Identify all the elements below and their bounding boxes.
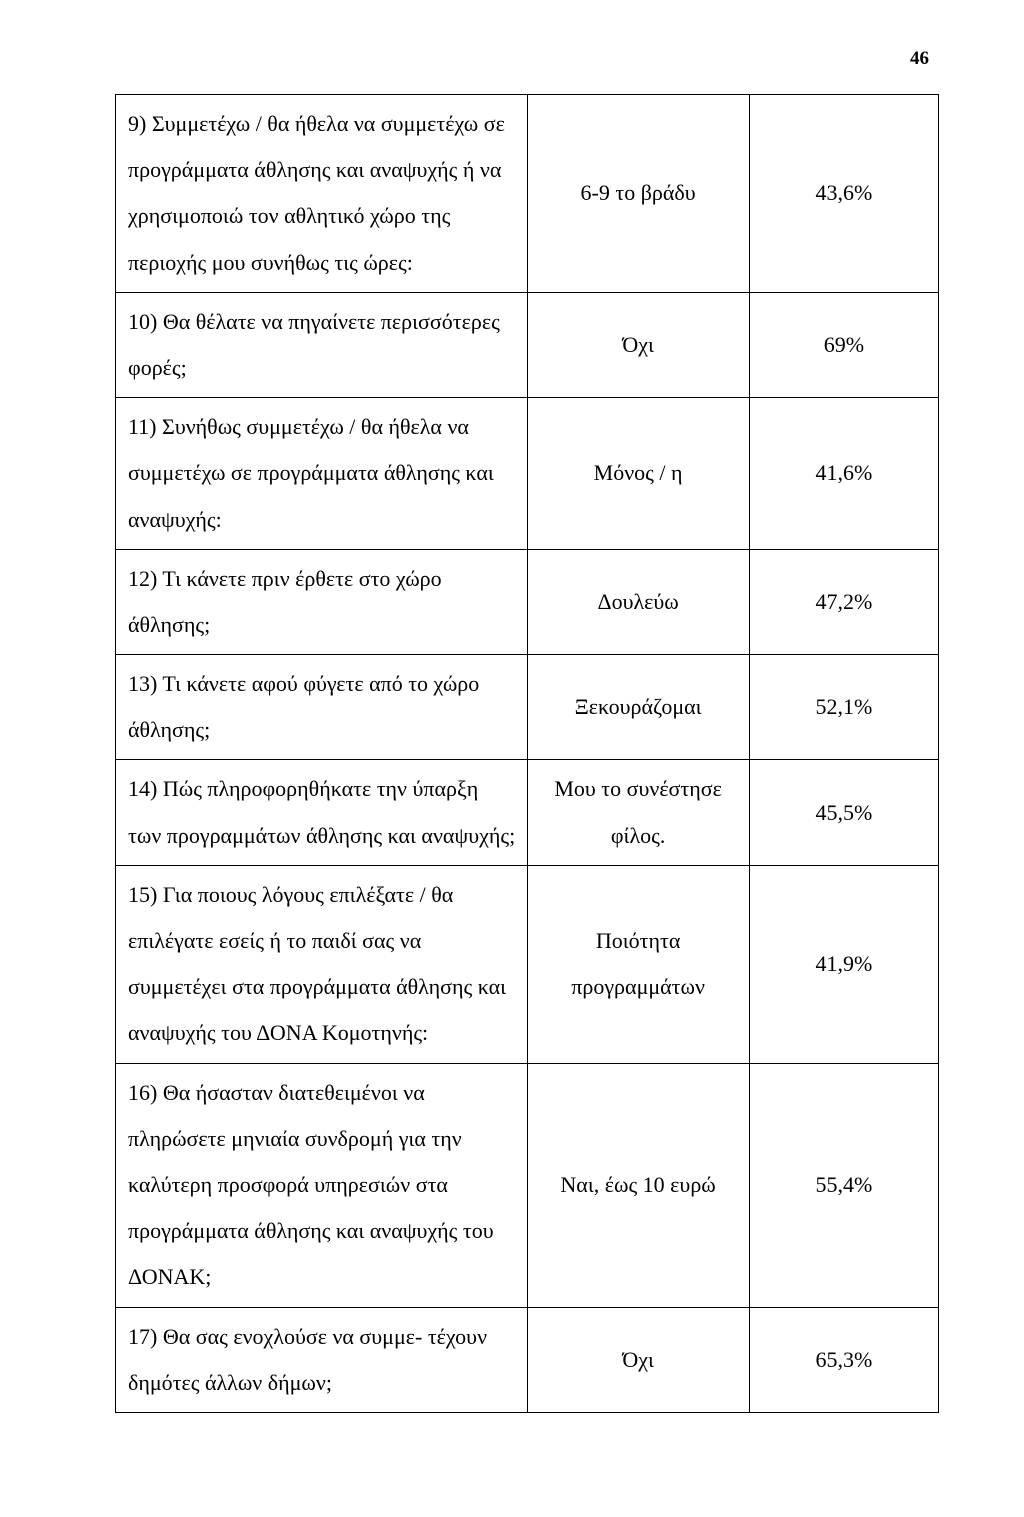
answer-cell: Δουλεύω: [527, 549, 749, 654]
question-cell: 16) Θα ήσασταν διατεθειμένοι να πληρώσετ…: [116, 1063, 528, 1307]
question-cell: 15) Για ποιους λόγους επιλέξατε / θα επι…: [116, 865, 528, 1063]
answer-cell: Όχι: [527, 1307, 749, 1412]
answer-cell: Ποιότητα προγραμμάτων: [527, 865, 749, 1063]
table-row: 16) Θα ήσασταν διατεθειμένοι να πληρώσετ…: [116, 1063, 939, 1307]
question-cell: 13) Τι κάνετε αφού φύγετε από το χώρο άθ…: [116, 655, 528, 760]
percent-cell: 43,6%: [749, 95, 938, 293]
page-number: 46: [115, 48, 939, 70]
table-row: 15) Για ποιους λόγους επιλέξατε / θα επι…: [116, 865, 939, 1063]
table-row: 13) Τι κάνετε αφού φύγετε από το χώρο άθ…: [116, 655, 939, 760]
table-row: 14) Πώς πληροφορηθήκατε την ύπαρξη των π…: [116, 760, 939, 865]
table-row: 9) Συμμετέχω / θα ήθελα να συμμετέχω σε …: [116, 95, 939, 293]
question-cell: 10) Θα θέλατε να πηγαίνετε περισσότερες …: [116, 292, 528, 397]
percent-cell: 65,3%: [749, 1307, 938, 1412]
question-cell: 9) Συμμετέχω / θα ήθελα να συμμετέχω σε …: [116, 95, 528, 293]
percent-cell: 41,6%: [749, 398, 938, 550]
answer-cell: Όχι: [527, 292, 749, 397]
answer-cell: Ναι, έως 10 ευρώ: [527, 1063, 749, 1307]
percent-cell: 69%: [749, 292, 938, 397]
answer-cell: Μου το συνέστησε φίλος.: [527, 760, 749, 865]
question-cell: 12) Τι κάνετε πριν έρθετε στο χώρο άθλησ…: [116, 549, 528, 654]
table-row: 11) Συνήθως συμμετέχω / θα ήθελα να συμμ…: [116, 398, 939, 550]
percent-cell: 47,2%: [749, 549, 938, 654]
answer-cell: Ξεκουράζομαι: [527, 655, 749, 760]
percent-cell: 52,1%: [749, 655, 938, 760]
question-cell: 17) Θα σας ενοχλούσε να συμμε- τέχουν δη…: [116, 1307, 528, 1412]
percent-cell: 45,5%: [749, 760, 938, 865]
question-cell: 14) Πώς πληροφορηθήκατε την ύπαρξη των π…: [116, 760, 528, 865]
question-cell: 11) Συνήθως συμμετέχω / θα ήθελα να συμμ…: [116, 398, 528, 550]
table-row: 12) Τι κάνετε πριν έρθετε στο χώρο άθλησ…: [116, 549, 939, 654]
answer-cell: Μόνος / η: [527, 398, 749, 550]
answer-cell: 6-9 το βράδυ: [527, 95, 749, 293]
survey-table: 9) Συμμετέχω / θα ήθελα να συμμετέχω σε …: [115, 94, 939, 1413]
table-row: 10) Θα θέλατε να πηγαίνετε περισσότερες …: [116, 292, 939, 397]
percent-cell: 55,4%: [749, 1063, 938, 1307]
table-row: 17) Θα σας ενοχλούσε να συμμε- τέχουν δη…: [116, 1307, 939, 1412]
percent-cell: 41,9%: [749, 865, 938, 1063]
